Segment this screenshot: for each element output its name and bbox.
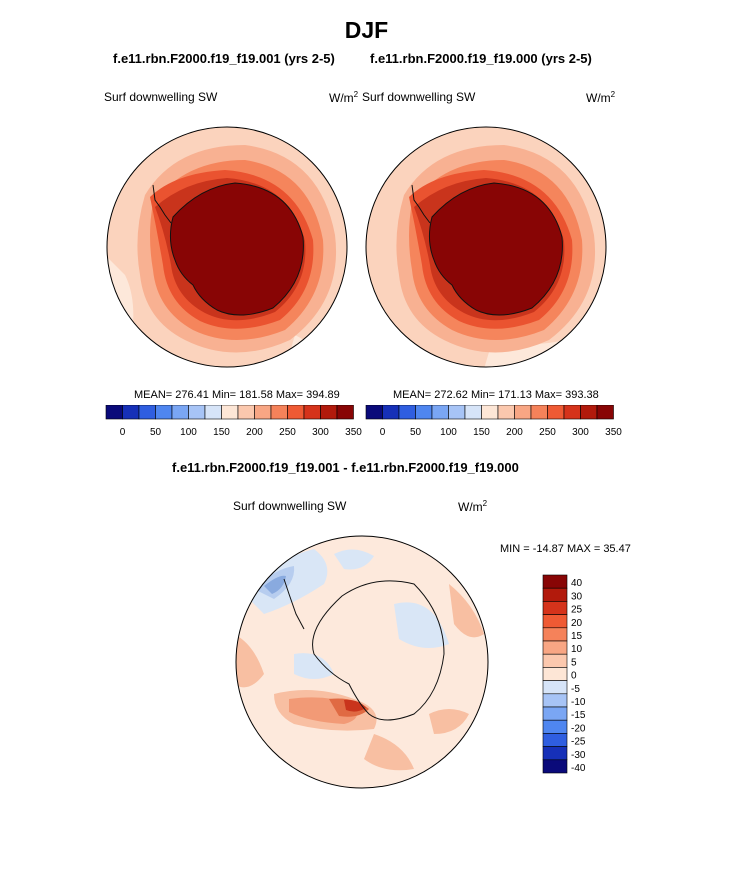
diff-colorbar-swatch <box>542 759 568 774</box>
diff-colorbar-tick-label: -20 <box>571 723 586 734</box>
colorbar-tick-label: 250 <box>279 427 296 438</box>
colorbar-swatch <box>448 405 466 420</box>
colorbar-tick-label: 250 <box>539 427 556 438</box>
colorbar-swatch <box>464 405 482 420</box>
colorbar-swatch <box>415 405 433 420</box>
right-colorbar: 0 50 100 150 200 250 300 350 <box>365 405 622 438</box>
right-stats: MEAN= 272.62 Min= 171.13 Max= 393.38 <box>393 389 599 401</box>
colorbar-swatch <box>270 405 288 420</box>
colorbar-swatch <box>155 405 173 420</box>
colorbar-swatch <box>204 405 222 420</box>
right-case-title: f.e11.rbn.F2000.f19_f19.000 (yrs 2-5) <box>370 51 592 66</box>
right-units-label: W/m2 <box>586 90 616 105</box>
colorbar-tick-label: 100 <box>440 427 457 438</box>
diff-map-fill <box>236 536 488 788</box>
diff-colorbar-tick-label: 15 <box>571 631 583 642</box>
diff-polar-map <box>235 535 489 789</box>
diff-colorbar-swatch <box>542 719 568 734</box>
diff-stats: MIN = -14.87 MAX = 35.47 <box>500 543 631 555</box>
colorbar-swatch <box>497 405 515 420</box>
colorbar-tick-label: 150 <box>213 427 230 438</box>
colorbar-swatch <box>171 405 189 420</box>
diff-colorbar-swatch <box>542 680 568 695</box>
colorbar-tick-label: 300 <box>572 427 589 438</box>
diff-colorbar-swatch <box>542 746 568 761</box>
colorbar-swatch <box>530 405 548 420</box>
colorbar-swatch <box>303 405 321 420</box>
diff-colorbar-tick-label: -15 <box>571 710 586 721</box>
colorbar-swatch <box>382 405 400 420</box>
colorbar-tick-label: 200 <box>246 427 263 438</box>
diff-colorbar-tick-label: 20 <box>571 618 583 629</box>
diff-colorbar-swatch <box>542 733 568 747</box>
right-map-fill <box>366 127 606 367</box>
diff-colorbar-swatch <box>542 693 568 708</box>
colorbar-swatch <box>563 405 581 420</box>
diff-colorbar-tick-label: 30 <box>571 591 583 602</box>
page-title: DJF <box>344 17 389 43</box>
colorbar-tick-label: 300 <box>312 427 329 438</box>
colorbar-tick-label: 200 <box>506 427 523 438</box>
diff-colorbar-tick-label: 40 <box>571 578 583 589</box>
colorbar-swatch <box>221 405 239 420</box>
left-case-title: f.e11.rbn.F2000.f19_f19.001 (yrs 2-5) <box>113 51 335 66</box>
diff-colorbar-swatch <box>542 653 568 668</box>
colorbar-swatch <box>431 405 449 420</box>
colorbar-swatch <box>122 405 140 420</box>
colorbar-swatch <box>596 405 614 420</box>
colorbar-swatch <box>398 405 416 420</box>
colorbar-tick-label: 0 <box>120 427 126 438</box>
diff-units-label: W/m2 <box>458 499 488 514</box>
colorbar-tick-label: 50 <box>150 427 162 438</box>
diff-colorbar-swatch <box>542 706 568 721</box>
left-map-fill <box>107 127 347 367</box>
colorbar-swatch <box>336 405 354 420</box>
diff-colorbar-tick-label: 0 <box>571 671 577 682</box>
diff-colorbar-swatch <box>542 574 568 589</box>
diff-colorbar-swatch <box>542 627 568 642</box>
colorbar-swatch <box>237 405 255 420</box>
diff-colorbar-swatch <box>542 667 568 681</box>
colorbar-swatch <box>320 405 338 420</box>
colorbar-swatch <box>138 405 156 420</box>
colorbar-swatch <box>188 405 206 420</box>
colorbar-tick-label: 100 <box>180 427 197 438</box>
colorbar-tick-label: 350 <box>605 427 622 438</box>
left-stats: MEAN= 276.41 Min= 181.58 Max= 394.89 <box>134 389 340 401</box>
left-colorbar: 0 50 100 150 200 250 300 350 <box>105 405 362 438</box>
colorbar-swatch <box>547 405 565 420</box>
diff-colorbar-tick-label: -25 <box>571 737 586 748</box>
colorbar-tick-label: 150 <box>473 427 490 438</box>
colorbar-tick-label: 50 <box>410 427 422 438</box>
left-variable-label: Surf downwelling SW <box>104 90 218 104</box>
diff-colorbar-swatch <box>542 614 568 629</box>
diff-colorbar-tick-label: -40 <box>571 763 586 774</box>
colorbar-swatch <box>481 405 499 420</box>
diff-colorbar-swatch <box>542 601 568 615</box>
colorbar-swatch <box>254 405 272 420</box>
colorbar-swatch <box>580 405 598 420</box>
diff-title: f.e11.rbn.F2000.f19_f19.001 - f.e11.rbn.… <box>172 460 519 475</box>
diff-colorbar-tick-label: 25 <box>571 605 583 616</box>
diff-colorbar-tick-label: -10 <box>571 697 586 708</box>
diff-colorbar: 40 30 25 20 15 10 5 0 -5 -10 -15 -20 -25 -30 -40 <box>542 574 586 774</box>
left-polar-map <box>106 126 348 368</box>
colorbar-swatch <box>365 405 383 420</box>
diff-colorbar-tick-label: -30 <box>571 750 586 761</box>
colorbar-swatch <box>514 405 532 420</box>
diff-variable-label: Surf downwelling SW <box>233 499 347 513</box>
colorbar-swatch <box>287 405 305 420</box>
right-polar-map <box>365 126 607 368</box>
colorbar-tick-label: 350 <box>345 427 362 438</box>
colorbar-tick-label: 0 <box>380 427 386 438</box>
left-units-label: W/m2 <box>329 90 359 105</box>
diff-colorbar-swatch <box>542 587 568 602</box>
colorbar-swatch <box>105 405 123 420</box>
diff-colorbar-tick-label: -5 <box>571 684 580 695</box>
diff-colorbar-tick-label: 5 <box>571 657 577 668</box>
diff-colorbar-swatch <box>542 640 568 655</box>
diff-colorbar-tick-label: 10 <box>571 644 583 655</box>
right-variable-label: Surf downwelling SW <box>362 90 476 104</box>
